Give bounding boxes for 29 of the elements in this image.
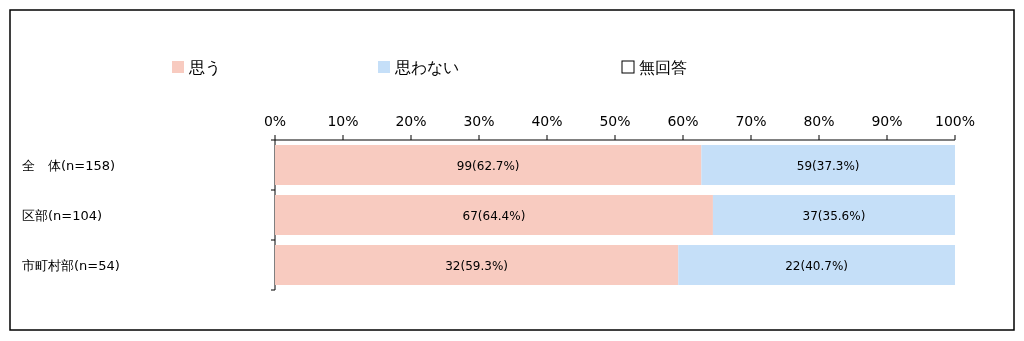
bar xyxy=(712,195,955,235)
x2-tick-label: 80% xyxy=(803,113,835,129)
x2-tick-label: 40% xyxy=(531,113,563,129)
x2-tick-label: 90% xyxy=(871,113,903,129)
data-label: 22(40.7%) xyxy=(785,259,848,273)
bar xyxy=(275,245,679,285)
data-label: 99(62.7%) xyxy=(456,159,520,173)
data-label: 32(59.3%) xyxy=(445,259,508,273)
data-label: 37(35.6%) xyxy=(802,209,866,223)
legend-label: 思わない xyxy=(394,58,459,77)
bar xyxy=(275,195,713,235)
bar xyxy=(701,145,955,185)
x2-tick-label: 50% xyxy=(599,113,631,129)
bar xyxy=(275,145,702,185)
y-tick-label: 全 体(n=158) xyxy=(22,158,116,173)
x2-tick-label: 100% xyxy=(934,113,976,129)
x2-tick-label: 10% xyxy=(327,113,359,129)
x2-tick-label: 0% xyxy=(263,113,287,129)
legend-label: 思う xyxy=(188,58,221,77)
x2-tick-label: 20% xyxy=(395,113,427,129)
y-tick-label: 区部(n=104) xyxy=(22,208,103,223)
x2-tick-label: 60% xyxy=(667,113,699,129)
y-tick-label: 市町村部(n=54) xyxy=(22,258,120,273)
x2-tick-label: 70% xyxy=(735,113,767,129)
x2-tick-label: 30% xyxy=(463,113,495,129)
data-label: 67(64.4%) xyxy=(462,209,526,223)
data-label: 59(37.3%) xyxy=(796,159,860,173)
bar xyxy=(678,245,955,285)
legend-label: 無回答 xyxy=(639,58,687,77)
